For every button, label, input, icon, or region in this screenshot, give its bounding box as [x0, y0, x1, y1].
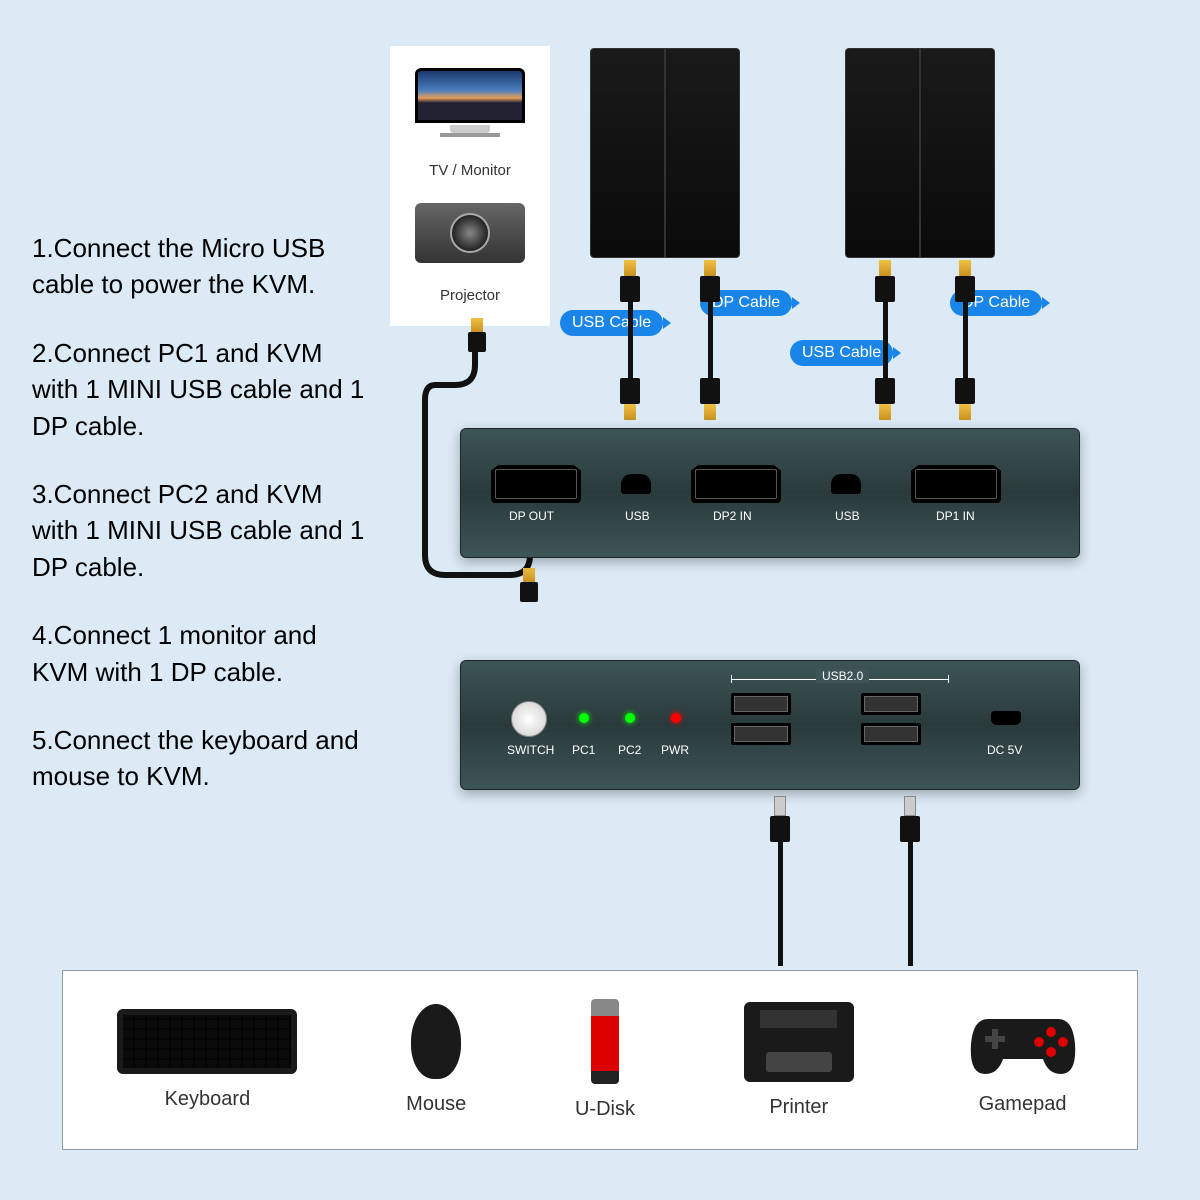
dp-out-label: DP OUT [509, 509, 554, 523]
usb-cable-down-2 [900, 796, 920, 966]
switch-label: SWITCH [507, 743, 554, 757]
gamepad-label: Gamepad [979, 1093, 1067, 1116]
step-1: 1.Connect the Micro USB cable to power t… [32, 230, 372, 303]
cable-usb-pc1 [620, 260, 640, 420]
periph-printer: Printer [744, 1002, 854, 1119]
udisk-label: U-Disk [575, 1098, 635, 1121]
periph-mouse: Mouse [406, 1004, 466, 1116]
mouse-label: Mouse [406, 1093, 466, 1116]
cable-usb-pc2 [875, 260, 895, 420]
step-2: 2.Connect PC1 and KVM with 1 MINI USB ca… [32, 335, 372, 444]
cable-dp-pc1 [700, 260, 720, 420]
periph-keyboard: Keyboard [117, 1009, 297, 1111]
dp1-in-label: DP1 IN [936, 509, 975, 523]
usb20-label: USB2.0 [816, 669, 869, 683]
usb-label-1: USB [625, 509, 650, 523]
gamepad-icon [963, 1004, 1083, 1079]
periph-gamepad: Gamepad [963, 1004, 1083, 1116]
mouse-icon [411, 1004, 461, 1079]
monitor-icon [415, 68, 525, 138]
projector-label: Projector [440, 287, 500, 304]
dp2-in-label: DP2 IN [713, 509, 752, 523]
step-5: 5.Connect the keyboard and mouse to KVM. [32, 722, 372, 795]
usb-cable-down-1 [770, 796, 790, 966]
led-pc1 [579, 713, 589, 723]
pc-tower-1 [590, 48, 740, 258]
led-pwr [671, 713, 681, 723]
pc2-label: PC2 [618, 743, 641, 757]
usb-port-1 [621, 474, 651, 494]
dp-out-bottom-plug [520, 568, 538, 602]
pwr-label: PWR [661, 743, 689, 757]
kvm-front-panel: SWITCH PC1 PC2 PWR USB2.0 DC 5V [460, 660, 1080, 790]
keyboard-label: Keyboard [165, 1088, 251, 1111]
switch-button[interactable] [511, 701, 547, 737]
peripherals-bar: Keyboard Mouse U-Disk Printer Gamepad [62, 970, 1138, 1150]
pc-tower-2 [845, 48, 995, 258]
dp-out-top-plug [468, 318, 486, 352]
usb-port-2 [831, 474, 861, 494]
step-3: 3.Connect PC2 and KVM with 1 MINI USB ca… [32, 476, 372, 585]
dp1-in-port [911, 465, 1001, 503]
dc5v-label: DC 5V [987, 743, 1022, 757]
dp2-in-port [691, 465, 781, 503]
pc1-label: PC1 [572, 743, 595, 757]
printer-label: Printer [769, 1096, 828, 1119]
micro-usb-port [991, 711, 1021, 725]
dp-out-port [491, 465, 581, 503]
instructions-panel: 1.Connect the Micro USB cable to power t… [32, 230, 372, 827]
cable-dp-pc2 [955, 260, 975, 420]
step-4: 4.Connect 1 monitor and KVM with 1 DP ca… [32, 617, 372, 690]
display-panel: TV / Monitor Projector [390, 46, 550, 326]
usb-label-2: USB [835, 509, 860, 523]
periph-udisk: U-Disk [575, 999, 635, 1121]
projector-icon [415, 203, 525, 263]
printer-icon [744, 1002, 854, 1082]
keyboard-icon [117, 1009, 297, 1074]
led-pc2 [625, 713, 635, 723]
udisk-icon [591, 999, 619, 1084]
cable-label-usb1: USB Cable [560, 310, 663, 336]
kvm-back-panel: DP OUT USB DP2 IN USB DP1 IN [460, 428, 1080, 558]
tv-monitor-label: TV / Monitor [429, 162, 511, 179]
